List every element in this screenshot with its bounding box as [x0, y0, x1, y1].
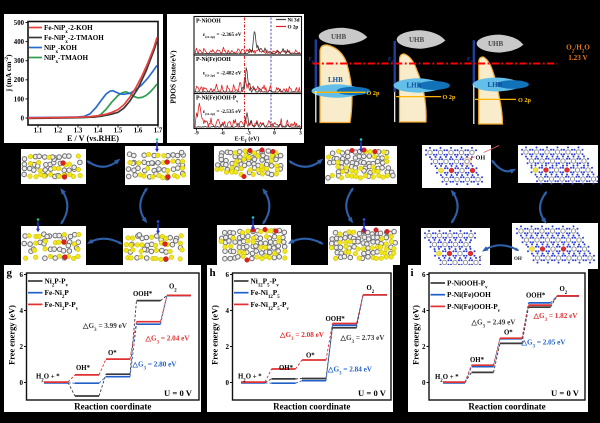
- svg-text:O 2p: O 2p: [443, 94, 456, 101]
- svg-text:O*: O*: [306, 353, 315, 360]
- svg-text:h: h: [210, 267, 216, 279]
- svg-text:1.23 V: 1.23 V: [568, 54, 588, 62]
- svg-text:2: 2: [226, 343, 230, 351]
- svg-text:OH: OH: [476, 155, 486, 162]
- svg-text:i: i: [411, 267, 414, 279]
- svg-text:0: 0: [21, 115, 25, 122]
- svg-text:LHB: LHB: [328, 76, 343, 84]
- svg-text:Ni 3d: Ni 3d: [288, 18, 300, 24]
- svg-text:Reaction coordinate: Reaction coordinate: [273, 402, 350, 412]
- svg-text:1.2: 1.2: [54, 128, 63, 135]
- svg-text:6: 6: [226, 271, 230, 279]
- svg-text:LHB: LHB: [488, 81, 503, 89]
- svg-text:LHB: LHB: [407, 82, 422, 90]
- svg-text:P-NiOOH: P-NiOOH: [196, 19, 221, 25]
- svg-text:O*: O*: [504, 330, 513, 337]
- svg-text:-9: -9: [194, 131, 199, 137]
- svg-text:6: 6: [422, 271, 426, 279]
- svg-text:OH*: OH*: [279, 365, 294, 372]
- svg-text:UHB: UHB: [409, 36, 425, 44]
- svg-text:OOH*: OOH*: [526, 293, 546, 300]
- svg-text:OH*: OH*: [76, 365, 91, 372]
- svg-text:0: 0: [273, 131, 276, 137]
- svg-text:4: 4: [226, 307, 230, 315]
- svg-text:4: 4: [20, 307, 24, 315]
- svg-text:100: 100: [14, 96, 25, 103]
- svg-text:1.7: 1.7: [154, 128, 163, 135]
- svg-text:2: 2: [20, 343, 24, 351]
- svg-text:3: 3: [299, 131, 302, 137]
- svg-text:0: 0: [226, 379, 230, 387]
- svg-text:1.1: 1.1: [34, 128, 43, 135]
- svg-text:0: 0: [422, 379, 426, 387]
- svg-text:500: 500: [14, 20, 25, 27]
- svg-text:Reaction coordinate: Reaction coordinate: [468, 402, 545, 412]
- svg-text:Free energy (eV): Free energy (eV): [412, 305, 421, 365]
- svg-text:P-Ni(Fe)OOH: P-Ni(Fe)OOH: [196, 56, 231, 63]
- svg-text:-6: -6: [220, 131, 225, 137]
- svg-text:OOH*: OOH*: [133, 291, 153, 298]
- svg-text:0: 0: [20, 379, 24, 387]
- svg-text:4: 4: [422, 307, 426, 315]
- svg-text:U = 0 V: U = 0 V: [551, 388, 580, 398]
- svg-text:O 2p: O 2p: [288, 25, 299, 31]
- svg-text:g: g: [7, 267, 13, 279]
- svg-text:U = 0 V: U = 0 V: [358, 388, 387, 398]
- svg-text:300: 300: [14, 58, 25, 65]
- svg-text:Free energy (eV): Free energy (eV): [211, 305, 220, 365]
- svg-text:OH*: OH*: [470, 357, 485, 364]
- svg-text:P-Ni(Fe)OOH: P-Ni(Fe)OOH: [447, 290, 491, 299]
- svg-text:E / V (vs.RHE): E / V (vs.RHE): [67, 134, 119, 143]
- svg-text:O 2p: O 2p: [367, 90, 380, 97]
- svg-text:U = 0 V: U = 0 V: [164, 388, 193, 398]
- svg-text:Free energy (eV): Free energy (eV): [8, 305, 17, 365]
- svg-text:O*: O*: [108, 350, 117, 357]
- svg-text:1.6: 1.6: [134, 128, 143, 135]
- svg-text:Reaction coordinate: Reaction coordinate: [74, 402, 151, 412]
- svg-text:OOH*: OOH*: [326, 316, 346, 323]
- svg-text:6: 6: [20, 271, 24, 279]
- svg-text:UHB: UHB: [331, 33, 347, 41]
- svg-text:2: 2: [422, 343, 426, 351]
- svg-text:PDOS (State/eV): PDOS (State/eV): [169, 50, 178, 104]
- svg-text:O 2p: O 2p: [518, 97, 531, 104]
- svg-text:E-EF (eV): E-EF (eV): [235, 136, 260, 144]
- svg-text:200: 200: [14, 77, 25, 84]
- svg-text:400: 400: [14, 39, 25, 46]
- svg-text:UHB: UHB: [488, 40, 504, 48]
